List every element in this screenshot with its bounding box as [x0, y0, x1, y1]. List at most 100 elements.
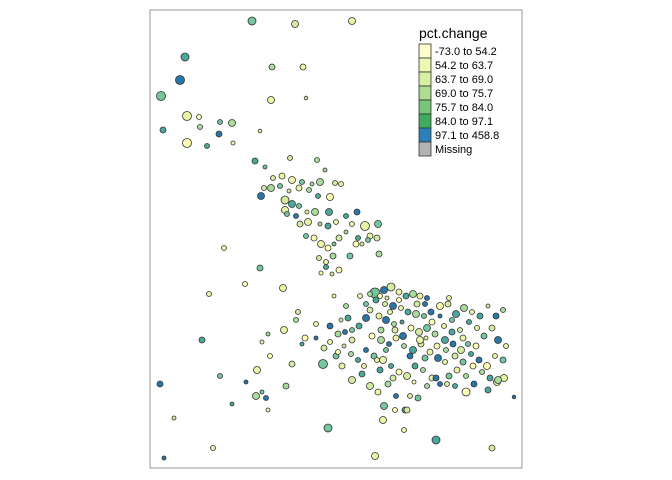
map-point — [388, 363, 394, 369]
map-point — [280, 326, 288, 334]
map-point — [215, 130, 223, 138]
map-point — [460, 304, 468, 312]
map-point — [295, 309, 301, 315]
map-point — [317, 221, 323, 227]
map-point — [293, 317, 299, 323]
map-point — [424, 295, 430, 301]
map-point — [407, 324, 415, 332]
map-point — [384, 380, 392, 388]
map-point — [469, 362, 477, 370]
map-point — [488, 324, 496, 332]
legend-swatch-0 — [418, 43, 432, 59]
map-point — [362, 314, 370, 322]
map-point — [286, 188, 292, 194]
map-point — [472, 342, 480, 350]
map-point — [480, 332, 488, 340]
map-point — [301, 334, 309, 342]
map-point — [259, 339, 265, 345]
map-point — [303, 95, 309, 101]
map-point — [377, 293, 383, 299]
map-point — [348, 17, 356, 25]
map-point — [161, 455, 167, 461]
map-point — [331, 241, 337, 247]
legend-items: -73.0 to 54.2 54.2 to 63.7 63.7 to 69.0 69.… — [418, 43, 499, 157]
map-point — [304, 218, 312, 226]
map-point — [363, 347, 369, 353]
map-point — [453, 366, 461, 374]
map-point — [420, 367, 426, 373]
map-point — [318, 270, 324, 276]
map-point — [343, 229, 349, 235]
legend-swatch-6 — [418, 127, 432, 143]
map-point — [407, 393, 413, 399]
map-point — [196, 114, 202, 120]
map-point — [267, 353, 273, 359]
map-point — [342, 329, 348, 335]
map-point — [377, 336, 385, 344]
map-point — [403, 372, 411, 380]
map-point — [314, 157, 320, 163]
map-point — [348, 351, 354, 357]
map-point — [401, 343, 407, 349]
map-point — [500, 307, 506, 313]
map-point — [395, 368, 403, 376]
map-point — [391, 326, 399, 334]
map-point — [217, 119, 223, 125]
map-point — [335, 349, 341, 355]
map-point — [413, 300, 421, 308]
map-point — [382, 301, 388, 307]
map-point — [404, 308, 412, 316]
map-point — [278, 172, 286, 180]
map-point — [442, 359, 448, 365]
map-point — [476, 312, 484, 320]
map-point — [399, 319, 405, 325]
map-point — [379, 416, 387, 424]
map-point — [389, 302, 397, 310]
map-point — [459, 358, 467, 366]
map-point — [422, 301, 428, 307]
map-point — [171, 415, 177, 421]
map-point — [316, 255, 322, 261]
map-point — [444, 381, 450, 387]
legend-swatch-2 — [418, 71, 432, 87]
map-point — [444, 300, 452, 308]
map-point — [359, 241, 365, 247]
map-point — [262, 164, 268, 170]
map-point — [182, 138, 192, 148]
map-point — [265, 407, 271, 413]
map-point — [221, 245, 227, 251]
map-point — [346, 252, 354, 260]
map-point — [465, 341, 471, 347]
map-point — [323, 259, 329, 265]
map-point — [270, 175, 276, 181]
map-point — [434, 354, 442, 362]
map-point — [343, 213, 349, 219]
map-point — [446, 295, 452, 301]
map-point — [323, 423, 333, 433]
map-point — [279, 284, 287, 292]
map-point — [371, 452, 379, 460]
map-point — [441, 323, 447, 329]
map-point — [377, 326, 385, 334]
legend: pct.change -73.0 to 54.2 54.2 to 63.7 63.7… — [418, 25, 499, 157]
map-point — [247, 16, 257, 26]
map-point — [433, 342, 441, 350]
map-point — [257, 192, 265, 200]
map-point — [355, 235, 361, 241]
map-point — [280, 195, 290, 205]
map-point — [401, 427, 407, 433]
map-point — [443, 347, 449, 353]
map-point — [338, 181, 344, 187]
map-point — [349, 221, 355, 227]
map-point — [341, 343, 347, 349]
map-point — [426, 348, 434, 356]
map-point — [431, 435, 441, 445]
map-point — [343, 303, 349, 309]
map-point — [452, 383, 458, 389]
map-point — [424, 383, 430, 389]
map-point — [175, 75, 185, 85]
legend-label-0: -73.0 to 54.2 — [435, 46, 497, 58]
map-point — [421, 313, 427, 319]
map-point — [333, 219, 339, 225]
map-point — [198, 336, 206, 344]
